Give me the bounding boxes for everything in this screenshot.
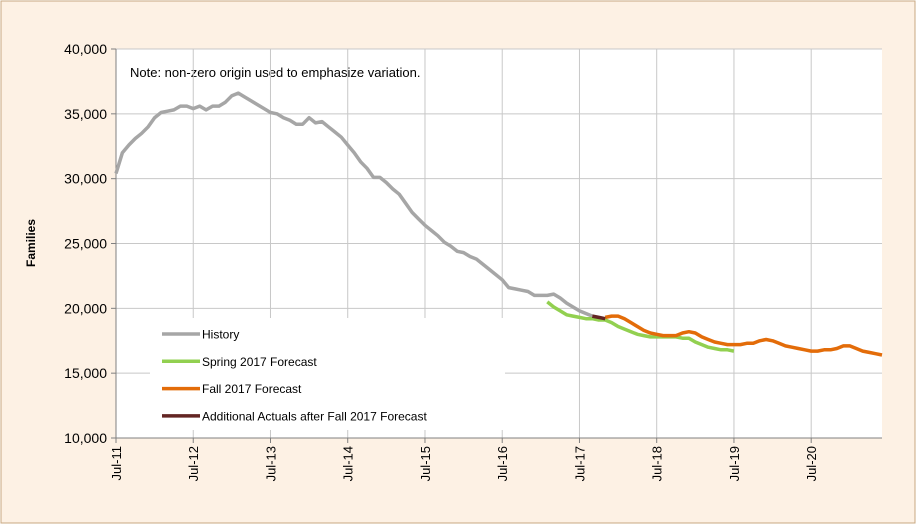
y-tick-label: 25,000: [64, 236, 107, 252]
series-line: [546, 300, 735, 353]
series-line: [114, 91, 593, 318]
x-tick-label: Jul-13: [263, 446, 278, 481]
y-tick-label: 30,000: [64, 171, 107, 187]
legend-label: History: [202, 328, 239, 342]
legend-label: Spring 2017 Forecast: [202, 355, 317, 369]
x-tick-label: Jul-14: [341, 446, 356, 481]
y-axis-label: Families: [24, 219, 38, 267]
series-line: [604, 314, 883, 357]
legend-label: Additional Actuals after Fall 2017 Forec…: [202, 409, 427, 423]
y-tick-label: 10,000: [64, 430, 107, 446]
x-tick-label: Jul-15: [418, 446, 433, 481]
x-tick-label: Jul-18: [650, 446, 665, 481]
x-tick-label: Jul-20: [804, 446, 819, 481]
y-tick-label: 35,000: [64, 106, 107, 122]
legend-box: [150, 318, 505, 430]
series-line: [591, 314, 606, 321]
y-tick-label: 20,000: [64, 300, 107, 316]
x-tick-label: Jul-11: [109, 446, 124, 480]
x-tick-label: Jul-19: [727, 446, 742, 481]
legend-label: Fall 2017 Forecast: [202, 382, 302, 396]
y-tick-label: 40,000: [64, 41, 107, 57]
y-tick-label: 15,000: [64, 365, 107, 381]
x-tick-label: Jul-17: [572, 446, 587, 481]
x-tick-label: Jul-12: [186, 446, 201, 481]
x-tick-label: Jul-16: [495, 446, 510, 481]
note: Note: non-zero origin used to emphasize …: [130, 65, 421, 80]
